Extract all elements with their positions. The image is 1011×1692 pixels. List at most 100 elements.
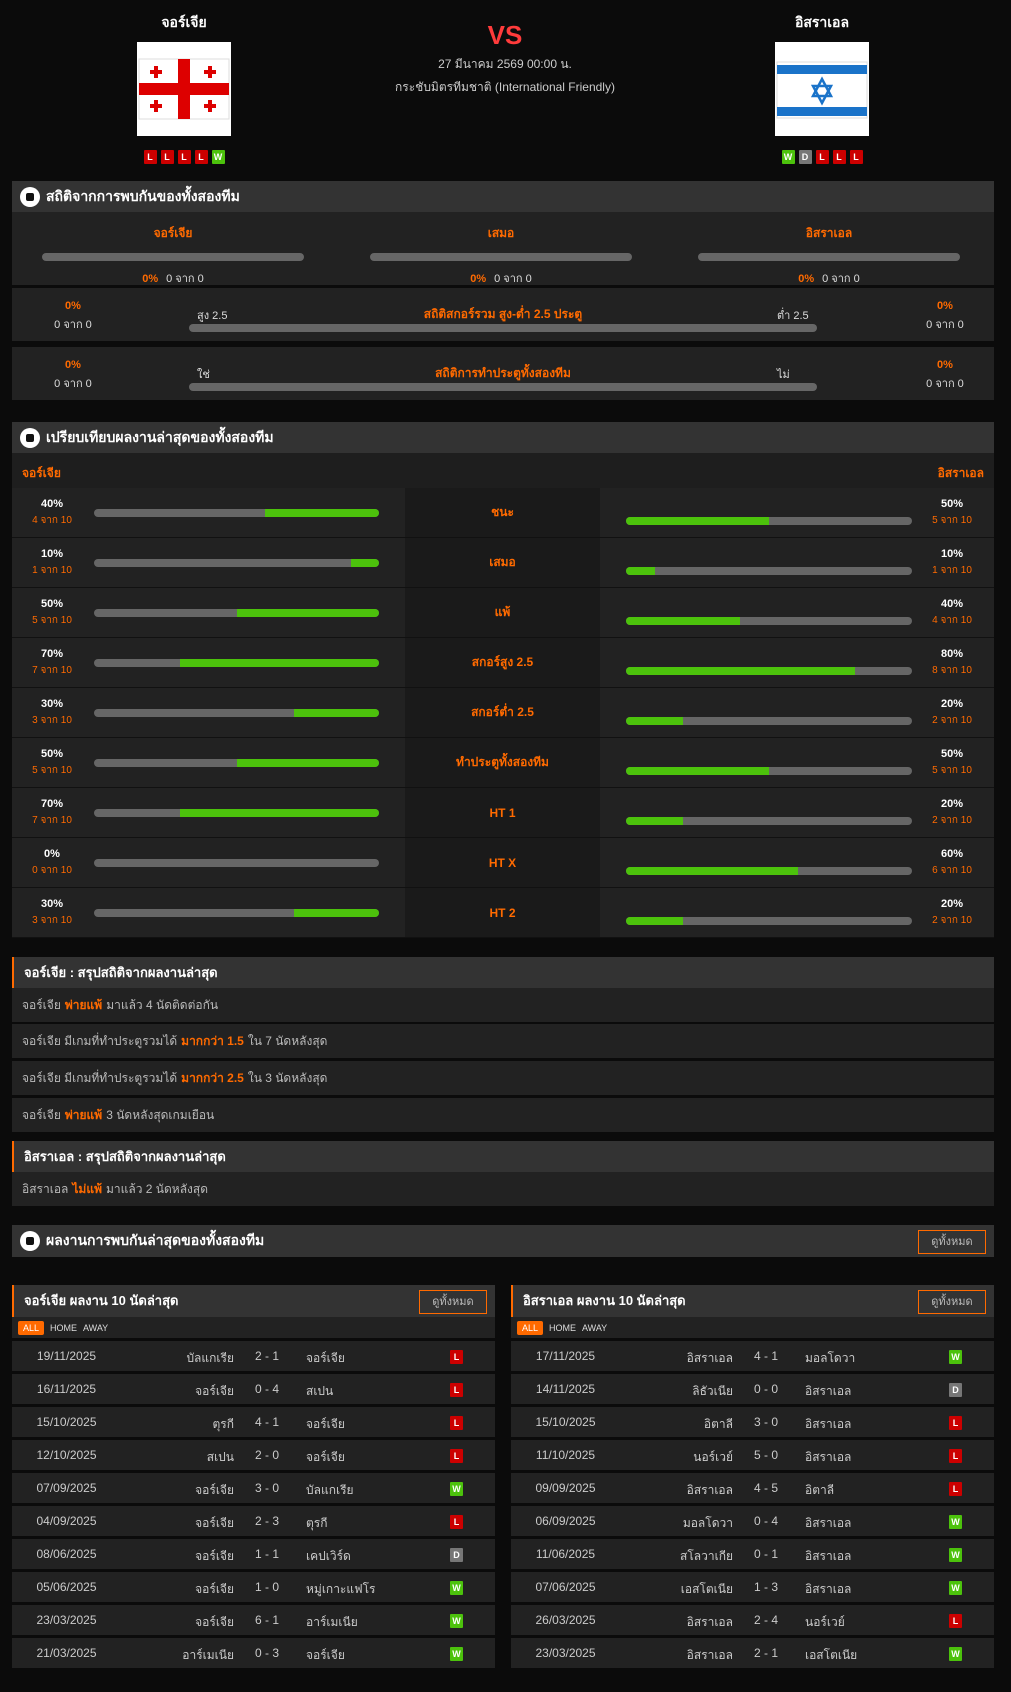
progress-bar xyxy=(189,383,817,391)
progress-bar xyxy=(42,253,304,261)
score: 2 - 3 xyxy=(254,1514,279,1528)
match-row[interactable]: 19/11/2025 บัลแกเรีย 2 - 1 จอร์เจีย L xyxy=(12,1341,495,1371)
match-row[interactable]: 06/09/2025 มอลโดวา 0 - 4 อิสราเอล W xyxy=(511,1506,994,1536)
away-bar xyxy=(626,617,912,625)
filter-tabs: ALL HOME AWAY xyxy=(511,1317,994,1338)
soccer-ball-icon xyxy=(20,1231,40,1251)
home-count: 7 จาก 10 xyxy=(32,815,72,826)
summary-team: อิสราเอล xyxy=(22,1182,69,1196)
summary-team: จอร์เจีย มีเกมที่ทำประตูรวมได้ xyxy=(22,1071,178,1085)
match-row[interactable]: 12/10/2025 สเปน 2 - 0 จอร์เจีย L xyxy=(12,1440,495,1470)
match-row[interactable]: 23/03/2025 จอร์เจีย 6 - 1 อาร์เมเนีย W xyxy=(12,1605,495,1635)
col-count: 0 จาก 0 xyxy=(166,273,204,285)
filter-tab-away[interactable]: AWAY xyxy=(83,1322,109,1333)
soccer-ball-icon xyxy=(20,427,40,448)
compare-away-label: อิสราเอล xyxy=(937,466,984,480)
filter-tab-all[interactable]: ALL xyxy=(18,1320,45,1335)
right-label: ต่ำ 2.5 xyxy=(777,310,809,322)
match-row[interactable]: 21/03/2025 อาร์เมเนีย 0 - 3 จอร์เจีย W xyxy=(12,1638,495,1668)
filter-tab-home[interactable]: HOME xyxy=(549,1322,577,1333)
progress-bar xyxy=(370,253,632,261)
home-team: อิสราเอล xyxy=(686,1483,733,1497)
away-pct-value: 20% xyxy=(940,898,964,910)
home-count: 5 จาก 10 xyxy=(32,615,72,626)
match-row[interactable]: 15/10/2025 ตุรกี 4 - 1 จอร์เจีย L xyxy=(12,1407,495,1437)
result-badge: W xyxy=(450,1614,463,1628)
h2h-stat-row: 0% 0 จาก 0 0% 0 จาก 0 สูง 2.5 ต่ำ 2.5 สถิติสกอ… xyxy=(12,288,994,341)
filter-tab-away[interactable]: AWAY xyxy=(582,1322,608,1333)
summary-highlight: มากกว่า 1.5 xyxy=(181,1034,244,1048)
result-badge: L xyxy=(949,1449,962,1463)
away-team: มอลโดวา xyxy=(805,1351,856,1365)
view-all-button[interactable]: ดูทั้งหมด xyxy=(918,1290,986,1314)
match-date: 04/09/2025 xyxy=(36,1514,97,1528)
h2h-view-all-button[interactable]: ดูทั้งหมด xyxy=(918,1230,986,1254)
home-pct-value: 70% xyxy=(40,648,64,660)
summary-text: มาแล้ว 4 นัดติดต่อกัน xyxy=(106,998,219,1012)
match-date: 07/06/2025 xyxy=(535,1580,596,1594)
filter-tab-all[interactable]: ALL xyxy=(517,1320,544,1335)
match-row[interactable]: 07/09/2025 จอร์เจีย 3 - 0 บัลแกเรีย W xyxy=(12,1473,495,1503)
away-pct: 10% 1 จาก 10 xyxy=(922,548,982,578)
col-label: เสมอ xyxy=(487,226,515,240)
summary-text: ใน 7 นัดหลังสุด xyxy=(247,1034,328,1048)
home-team-name: จอร์เจีย xyxy=(161,14,207,30)
compare-label: HT 1 xyxy=(405,788,600,837)
compare-teams: จอร์เจีย อิสราเอล xyxy=(12,453,994,488)
col-value: 0% 0 จาก 0 xyxy=(698,269,960,287)
home-team: จอร์เจีย xyxy=(195,1615,234,1629)
score: 0 - 1 xyxy=(753,1547,778,1561)
away-count: 4 จาก 10 xyxy=(932,615,972,626)
score: 2 - 1 xyxy=(753,1646,778,1660)
result-badge: W xyxy=(450,1482,463,1496)
away-pct-value: 10% xyxy=(940,548,964,560)
compare-label: แพ้ xyxy=(405,588,600,637)
match-row[interactable]: 11/06/2025 สโลวาเกีย 0 - 1 อิสราเอล W xyxy=(511,1539,994,1569)
compare-row: 50% 5 จาก 10 แพ้ 40% 4 จาก 10 xyxy=(12,588,994,638)
col-pct: 0% xyxy=(142,273,159,285)
form-badge: L xyxy=(849,150,863,164)
match-row[interactable]: 23/03/2025 อิสราเอล 2 - 1 เอสโตเนีย W xyxy=(511,1638,994,1668)
score: 4 - 1 xyxy=(753,1349,778,1363)
away-team: อิสราเอล xyxy=(805,1417,852,1431)
right-pct: 0% xyxy=(937,300,953,312)
home-pct-value: 30% xyxy=(40,698,64,710)
match-row[interactable]: 07/06/2025 เอสโตเนีย 1 - 3 อิสราเอล W xyxy=(511,1572,994,1602)
match-row[interactable]: 05/06/2025 จอร์เจีย 1 - 0 หมู่เกาะแฟโร W xyxy=(12,1572,495,1602)
match-row[interactable]: 17/11/2025 อิสราเอล 4 - 1 มอลโดวา W xyxy=(511,1341,994,1371)
filter-tab-home[interactable]: HOME xyxy=(50,1322,78,1333)
result-badge: L xyxy=(949,1482,962,1496)
match-row[interactable]: 26/03/2025 อิสราเอล 2 - 4 นอร์เวย์ L xyxy=(511,1605,994,1635)
col-value: 0% 0 จาก 0 xyxy=(370,269,632,287)
match-row[interactable]: 16/11/2025 จอร์เจีย 0 - 4 สเปน L xyxy=(12,1374,495,1404)
score: 0 - 0 xyxy=(753,1382,778,1396)
compare-row: 30% 3 จาก 10 สกอร์ต่ำ 2.5 20% 2 จาก 10 xyxy=(12,688,994,738)
result-badge: W xyxy=(450,1647,463,1661)
h2h-stats-header: สถิติจากการพบกันของทั้งสองทีม xyxy=(12,181,994,212)
home-bar-fill xyxy=(293,909,379,917)
match-row[interactable]: 08/06/2025 จอร์เจีย 1 - 1 เคปเวิร์ด D xyxy=(12,1539,495,1569)
away-team: สเปน xyxy=(306,1384,334,1398)
filter-tabs: ALL HOME AWAY xyxy=(12,1317,495,1338)
away-pct: 60% 6 จาก 10 xyxy=(922,848,982,878)
compare-label: สกอร์ต่ำ 2.5 xyxy=(405,688,600,737)
georgia-flag-icon xyxy=(137,42,231,136)
compare-row: 70% 7 จาก 10 HT 1 20% 2 จาก 10 xyxy=(12,788,994,838)
summary-text: 3 นัดหลังสุดเกมเยือน xyxy=(106,1108,215,1122)
away-bar-fill xyxy=(626,667,855,675)
view-all-button[interactable]: ดูทั้งหมด xyxy=(419,1290,487,1314)
away-bar-fill xyxy=(626,917,684,925)
match-row[interactable]: 14/11/2025 ลิธัวเนีย 0 - 0 อิสราเอล D xyxy=(511,1374,994,1404)
away-bar xyxy=(626,767,912,775)
h2h-col: จอร์เจีย 0% 0 จาก 0 xyxy=(42,224,304,287)
match-row[interactable]: 11/10/2025 นอร์เวย์ 5 - 0 อิสราเอล L xyxy=(511,1440,994,1470)
match-row[interactable]: 15/10/2025 อิตาลี 3 - 0 อิสราเอล L xyxy=(511,1407,994,1437)
compare-row: 0% 0 จาก 10 HT X 60% 6 จาก 10 xyxy=(12,838,994,888)
match-row[interactable]: 09/09/2025 อิสราเอล 4 - 5 อิตาลี L xyxy=(511,1473,994,1503)
match-row[interactable]: 04/09/2025 จอร์เจีย 2 - 3 ตุรกี L xyxy=(12,1506,495,1536)
form-badge: D xyxy=(798,150,812,164)
away-pct: 20% 2 จาก 10 xyxy=(922,898,982,928)
